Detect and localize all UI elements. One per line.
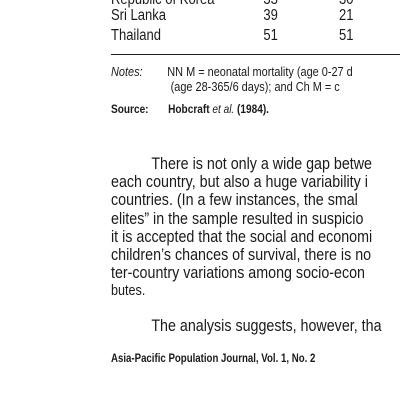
table-row: Republic of Korea 33 30 (111, 0, 363, 10)
value-cell: 51 (263, 27, 278, 44)
notes-label: Notes: (111, 64, 143, 79)
source-year: (1984). (237, 102, 269, 116)
paragraph-line: ter-country variations among socio-econ (111, 263, 365, 283)
notes-line-1: NN M = neonatal mortality (age 0-27 d (167, 64, 353, 79)
value-cell: 21 (338, 7, 354, 24)
notes-line-2: (age 28-365/6 days); and Ch M = c (170, 79, 340, 94)
value-cell: 33 (254, 0, 288, 10)
paragraph-line: children’s chances of survival, there is… (111, 244, 372, 264)
paragraph-line: butes. (111, 282, 146, 300)
country-cell: Thailand (111, 27, 161, 44)
source-author: Hobcraft (168, 102, 210, 116)
country-cell: Sri Lanka (111, 7, 167, 24)
table-row: Sri Lanka 39 21 (111, 6, 363, 26)
table-notes: Notes: NN M = neonatal mortality (age 0-2… (111, 64, 400, 94)
country-cell: Republic of Korea (111, 0, 215, 10)
table-rule (111, 54, 400, 55)
paragraph-line: There is not only a wide gap betwe (151, 154, 373, 173)
table-source: Source: Hobcraft et al. (1984). (111, 102, 269, 117)
value-cell: 51 (338, 27, 354, 44)
body-paragraph-2: The analysis suggests, however, tha (151, 316, 382, 335)
value-cell: 39 (263, 7, 278, 24)
body-paragraph: There is not only a wide gap betwe each … (111, 154, 400, 301)
table-row: Thailand 51 51 (111, 26, 363, 46)
paragraph-line: each country, but also a huge variabilit… (111, 172, 368, 192)
paragraph-line: countries. (In a few instances, the smal (111, 190, 358, 210)
value-cell: 30 (329, 0, 363, 10)
source-etal: et al. (212, 102, 235, 116)
paragraph-line: elites” in the sample resulted in suspic… (111, 208, 364, 228)
paragraph-line: it is accepted that the social and econo… (111, 226, 373, 246)
running-footer: Asia-Pacific Population Journal, Vol. 1,… (111, 353, 316, 365)
source-label: Source: (111, 102, 149, 116)
